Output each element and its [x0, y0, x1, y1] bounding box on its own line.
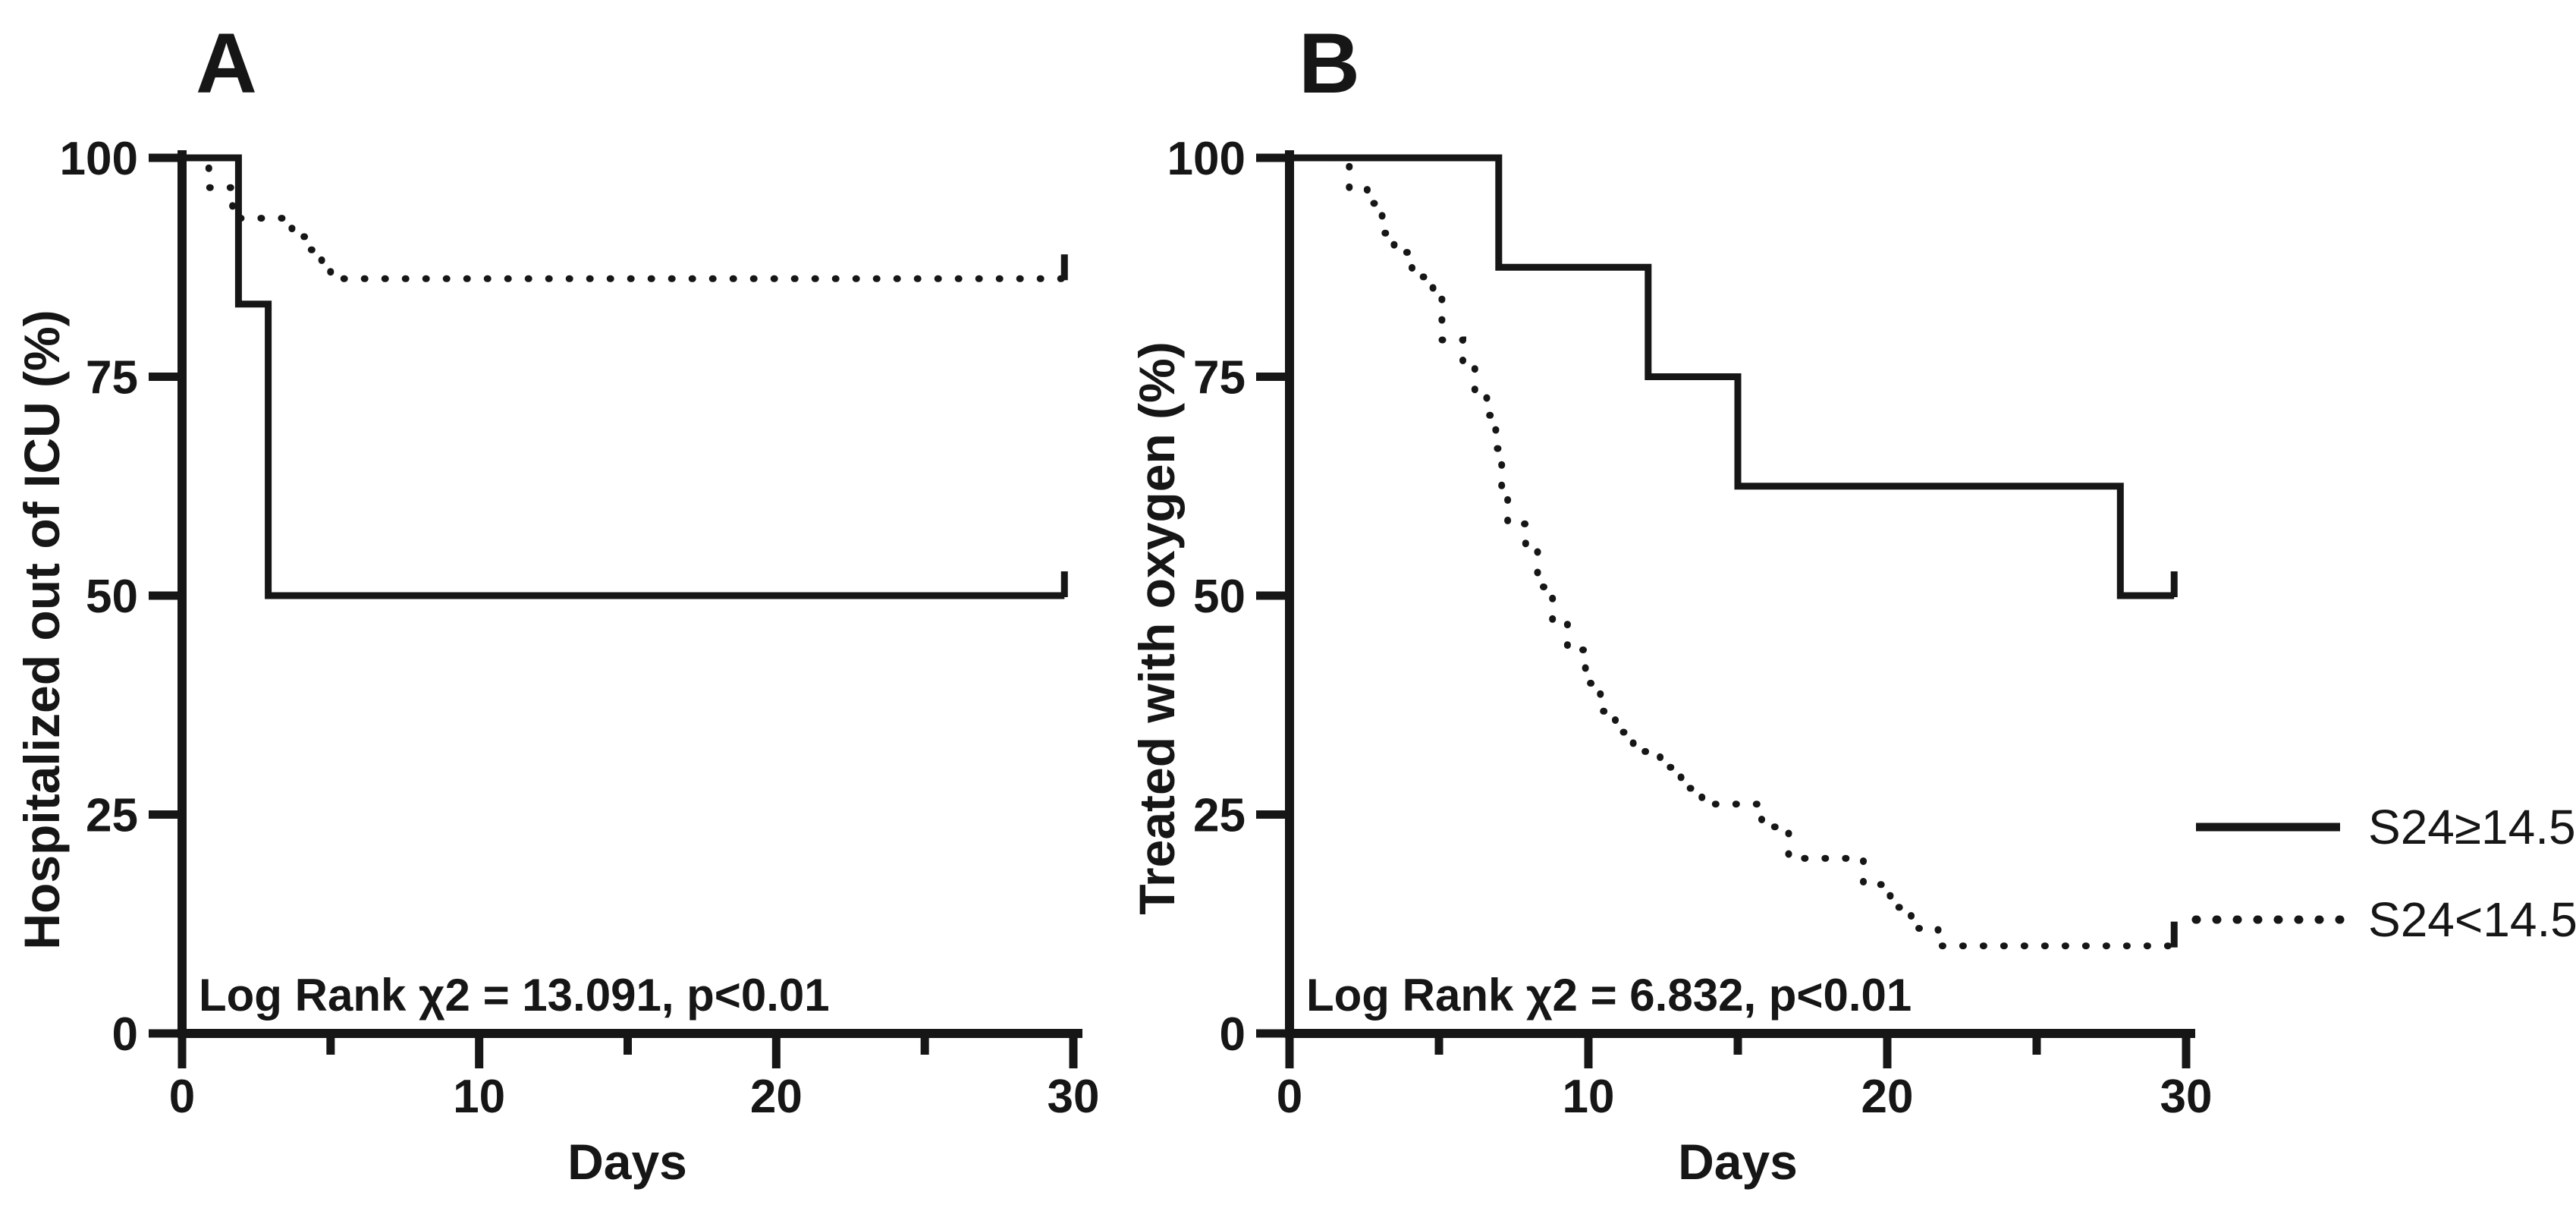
x-tick-label: 0 — [169, 1071, 195, 1123]
panel-a-x-axis-title: Days — [567, 1134, 687, 1190]
y-tick-label: 100 — [1167, 133, 1246, 185]
x-tick-label: 30 — [2160, 1071, 2213, 1123]
x-tick-label: 30 — [1048, 1071, 1100, 1123]
series-dotted-curve — [195, 154, 1068, 282]
x-tick-label: 10 — [453, 1071, 505, 1123]
panel-b: B Treated with oxygen (%) Days Log Rank … — [1129, 16, 2212, 1190]
panel-a-y-axis-title: Hospitalized out of ICU (%) — [14, 310, 70, 949]
y-tick-label: 50 — [86, 571, 138, 623]
x-tick-label: 10 — [1563, 1071, 1615, 1123]
y-tick-label: 100 — [60, 133, 138, 185]
legend-label-solid: S24≥14.5 — [2368, 800, 2576, 854]
series-dotted-curve — [1334, 154, 2178, 950]
x-tick-label: 0 — [1277, 1071, 1302, 1123]
y-tick-label: 25 — [1193, 790, 1246, 842]
y-tick-label: 50 — [1193, 571, 1246, 623]
panel-b-letter: B — [1299, 16, 1360, 111]
panel-b-x-axis-title: Days — [1678, 1134, 1798, 1190]
panel-a-logrank-annotation: Log Rank χ2 = 13.091, p<0.01 — [199, 970, 830, 1021]
legend-label-dotted: S24<14.5 — [2368, 892, 2576, 947]
panel-b-y-axis-title: Treated with oxygen (%) — [1129, 341, 1185, 914]
panel-a: A Hospitalized out of ICU (%) Days Log R… — [14, 16, 1099, 1190]
y-tick-label: 0 — [1220, 1008, 1246, 1061]
panel-a-plot: 0 25 50 75 100 0 10 20 30 — [60, 133, 1100, 1123]
y-tick-label: 75 — [86, 352, 138, 404]
y-tick-label: 25 — [86, 790, 138, 842]
series-solid-curve — [182, 154, 1065, 599]
legend: S24≥14.5 S24<14.5 — [2191, 800, 2576, 947]
panel-b-logrank-annotation: Log Rank χ2 = 6.832, p<0.01 — [1306, 970, 1912, 1021]
y-tick-label: 0 — [112, 1008, 138, 1061]
series-solid-curve — [1290, 154, 2175, 599]
panel-a-letter: A — [196, 16, 257, 111]
panel-b-plot: 0 25 50 75 100 0 10 20 30 — [1167, 133, 2213, 1123]
x-tick-label: 20 — [750, 1071, 803, 1123]
y-tick-label: 75 — [1193, 352, 1246, 404]
x-tick-label: 20 — [1861, 1071, 1914, 1123]
